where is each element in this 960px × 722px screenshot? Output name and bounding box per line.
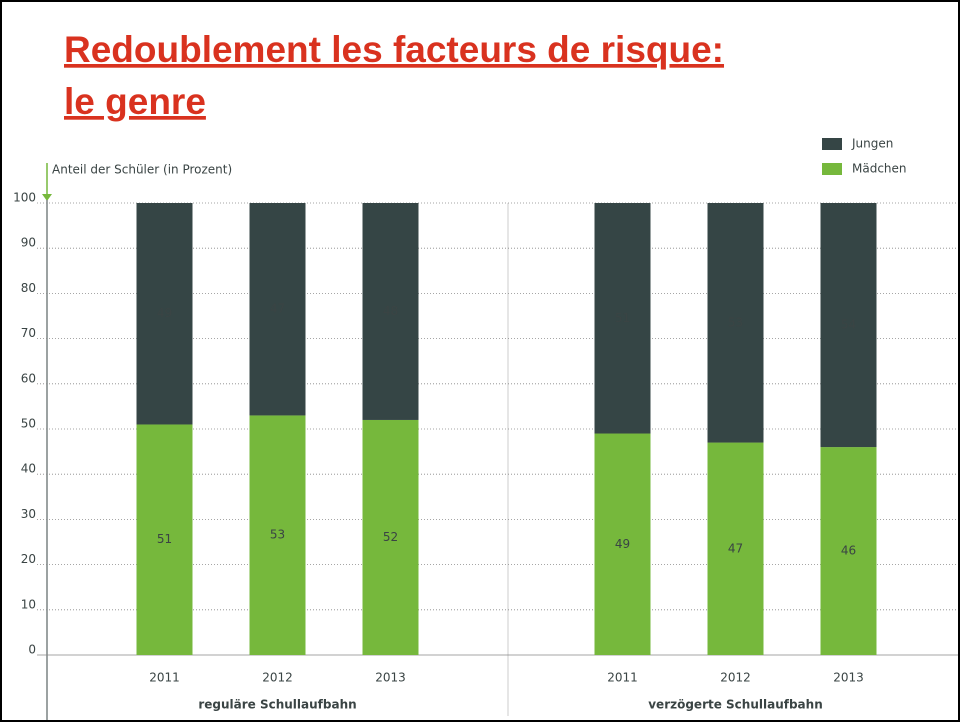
group-label: reguläre Schullaufbahn: [198, 698, 356, 712]
data-label: 47: [270, 302, 285, 316]
data-label: 53: [728, 315, 743, 329]
bar-segment: [820, 203, 877, 448]
x-tick-label: 2012: [262, 671, 293, 685]
bar-segment: [362, 203, 419, 420]
bar-segment: [249, 415, 306, 655]
y-tick-label: 10: [21, 597, 36, 611]
data-label: 49: [615, 537, 630, 551]
y-tick-label: 50: [21, 417, 36, 431]
data-label: 52: [383, 530, 398, 544]
legend-swatch: [822, 138, 842, 150]
y-tick-label: 90: [21, 236, 36, 250]
legend-swatch: [822, 163, 842, 175]
axis-arrow-head: [42, 194, 52, 201]
chart-title: Redoublement les facteurs de risque:: [64, 29, 724, 70]
x-tick-label: 2013: [833, 671, 864, 685]
bar-segment: [820, 447, 877, 655]
data-label: 51: [615, 311, 630, 325]
x-tick-label: 2012: [720, 671, 751, 685]
y-tick-label: 100: [13, 191, 36, 205]
bar-segment: [707, 442, 764, 655]
y-tick-label: 20: [21, 552, 36, 566]
y-tick-label: 40: [21, 462, 36, 476]
y-axis-label: Anteil der Schüler (in Prozent): [52, 163, 232, 177]
y-tick-label: 60: [21, 371, 36, 385]
bar-segment: [136, 203, 193, 425]
bar-segment: [594, 203, 651, 434]
bar-segment: [136, 424, 193, 655]
x-tick-label: 2011: [149, 671, 180, 685]
data-label: 46: [841, 544, 856, 558]
x-tick-label: 2013: [375, 671, 406, 685]
y-tick-label: 80: [21, 281, 36, 295]
data-label: 53: [270, 528, 285, 542]
y-tick-label: 0: [28, 643, 36, 657]
data-label: 49: [157, 306, 172, 320]
bar-segment: [594, 433, 651, 655]
bar-segment: [249, 203, 306, 416]
group-label: verzögerte Schullaufbahn: [648, 698, 823, 712]
y-tick-label: 70: [21, 326, 36, 340]
y-tick-label: 30: [21, 507, 36, 521]
data-label: 47: [728, 541, 743, 555]
data-label: 54: [841, 318, 856, 332]
legend-label: Mädchen: [852, 162, 907, 176]
x-tick-label: 2011: [607, 671, 638, 685]
data-label: 48: [383, 304, 398, 318]
legend-label: Jungen: [851, 137, 893, 151]
bar-segment: [362, 419, 419, 655]
chart-title: le genre: [64, 81, 206, 122]
data-label: 51: [157, 532, 172, 546]
bar-segment: [707, 203, 764, 443]
